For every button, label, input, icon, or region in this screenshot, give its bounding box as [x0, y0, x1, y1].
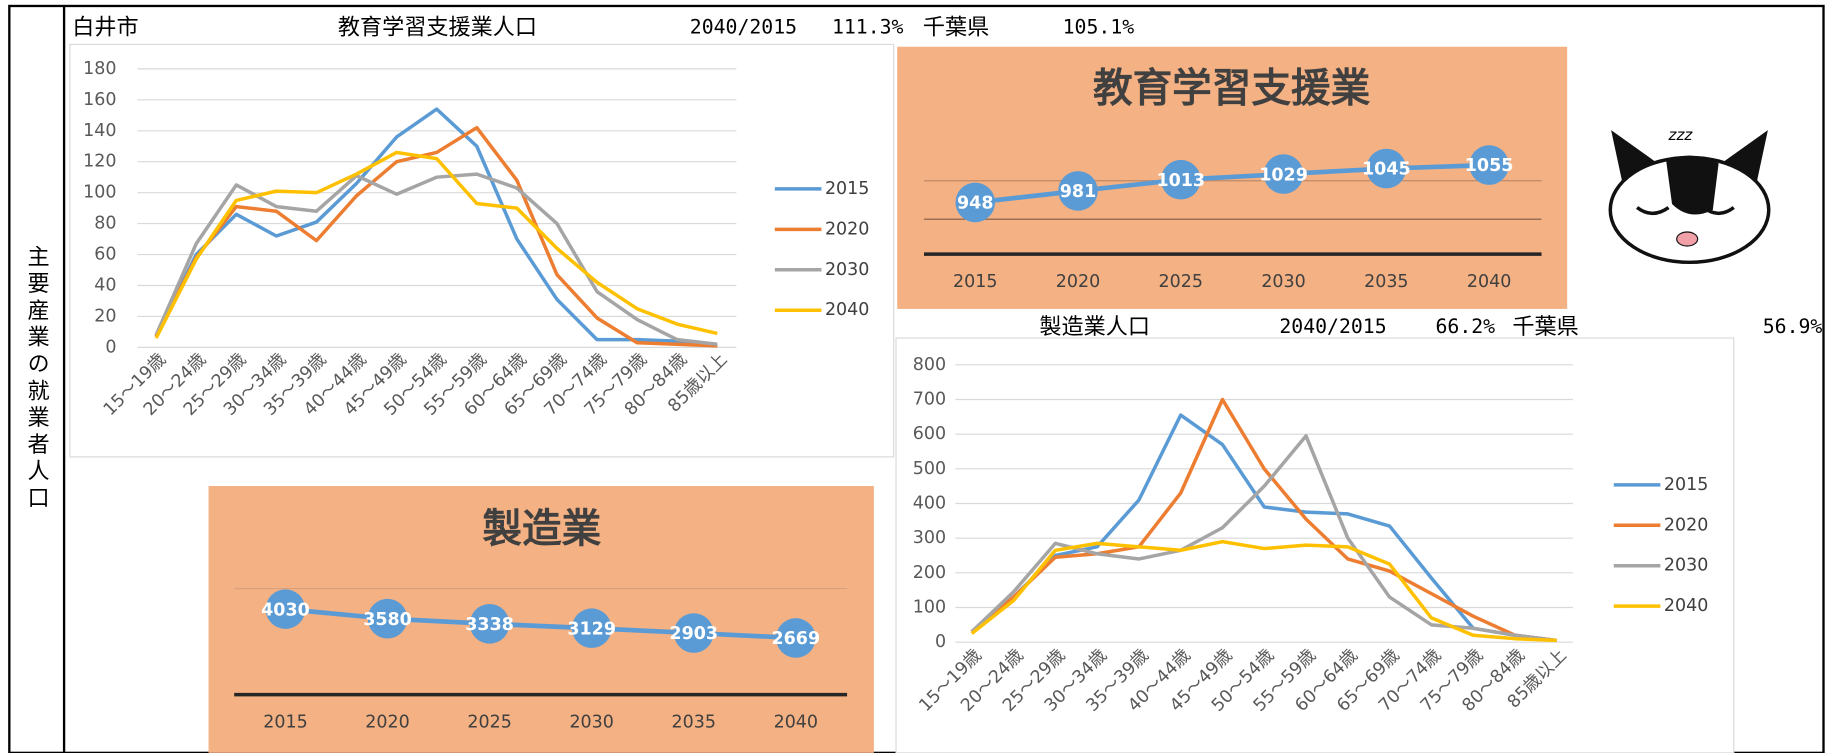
chart-box [69, 43, 895, 458]
y-tick-label: 800 [913, 355, 946, 375]
legend-label: 2015 [825, 179, 869, 199]
y-tick-label: 600 [913, 424, 946, 444]
y-tick-label: 160 [83, 90, 116, 110]
cat-illustration: zzz [1608, 126, 1771, 265]
y-tick-label: 120 [83, 152, 116, 172]
point [1366, 148, 1407, 189]
x-tick-label: 2030 [1261, 272, 1305, 292]
ratio: 66.2% [1436, 315, 1496, 338]
y-tick-label: 500 [913, 459, 946, 479]
x-tick-label: 2040 [1467, 272, 1511, 292]
point [1263, 154, 1304, 194]
series-line [154, 125, 718, 348]
point [776, 618, 816, 658]
y-tick-label: 140 [83, 121, 116, 141]
chart-panel [208, 486, 874, 753]
point [1160, 159, 1201, 200]
x-tick-label: 2015 [263, 713, 307, 733]
pref: 千葉県 [923, 15, 989, 41]
legend-label: 2015 [1664, 475, 1708, 495]
y-tick-label: 300 [913, 528, 946, 548]
data-label: 3129 [567, 619, 616, 639]
y-tick-label: 60 [94, 245, 116, 265]
ratio: 111.3% [832, 16, 904, 39]
y-tick-label: 20 [94, 306, 116, 326]
y-tick-label: 200 [913, 563, 946, 583]
series-line [970, 413, 1557, 643]
point [469, 603, 510, 644]
x-tick-label: 2035 [1364, 272, 1408, 292]
pref: 千葉県 [1512, 314, 1578, 340]
series-line [970, 539, 1557, 643]
series-line [154, 172, 718, 347]
legend-label: 2030 [825, 260, 869, 280]
series-line [970, 397, 1557, 643]
point [673, 613, 714, 653]
data-label: 1029 [1259, 165, 1308, 185]
y-tick-label: 40 [94, 275, 116, 295]
side-label: 主要産業の就業者人口 [24, 245, 50, 513]
legend-label: 2040 [1664, 596, 1708, 616]
ratio-label: 2040/2015 [1279, 315, 1386, 338]
y-tick-label: 0 [935, 632, 946, 652]
illustration-text: zzz [1668, 126, 1694, 144]
x-tick-label: 2040 [774, 713, 818, 733]
data-label: 3338 [465, 615, 514, 635]
y-tick-label: 180 [83, 59, 116, 79]
ratio-label: 2040/2015 [690, 16, 797, 39]
data-label: 2669 [772, 629, 821, 649]
point [367, 598, 408, 639]
pref-ratio: 105.1% [1063, 16, 1135, 39]
chart-title: 製造業 [482, 506, 601, 552]
point [265, 589, 306, 629]
point [1058, 171, 1098, 211]
legend-label: 2020 [825, 219, 869, 239]
x-tick-label: 2030 [569, 713, 613, 733]
data-label: 1055 [1465, 156, 1514, 176]
y-tick-label: 400 [913, 494, 946, 514]
y-tick-label: 100 [83, 183, 116, 203]
y-tick-label: 0 [105, 337, 116, 357]
industry-title: 製造業人口 [1039, 314, 1150, 340]
data-label: 3580 [363, 610, 412, 630]
legend-label: 2040 [825, 300, 869, 320]
data-label: 1013 [1156, 171, 1205, 191]
y-tick-label: 100 [913, 597, 946, 617]
x-tick-label: 2015 [953, 272, 997, 292]
city: 白井市 [72, 15, 138, 41]
data-label: 1045 [1362, 160, 1411, 180]
data-label: 948 [957, 194, 993, 214]
data-label: 4030 [261, 600, 310, 620]
industry-title: 教育学習支援業人口 [338, 15, 537, 41]
point [1469, 145, 1509, 185]
x-tick-label: 2025 [1159, 272, 1203, 292]
x-tick-label: 2020 [365, 713, 409, 733]
chart-title: 教育学習支援業 [1093, 66, 1371, 112]
point [955, 182, 996, 223]
series-line [154, 150, 718, 339]
pref-ratio: 56.9% [1763, 315, 1823, 338]
x-tick-label: 2035 [672, 713, 716, 733]
data-label: 2903 [669, 624, 718, 644]
y-tick-label: 80 [94, 214, 116, 234]
series-line [154, 107, 718, 348]
data-label: 981 [1060, 182, 1096, 202]
legend-label: 2020 [1664, 515, 1708, 535]
x-tick-label: 2020 [1056, 272, 1100, 292]
point [571, 608, 612, 649]
x-tick-label: 2025 [467, 713, 511, 733]
legend-label: 2030 [1664, 556, 1708, 576]
y-tick-label: 700 [913, 390, 946, 410]
